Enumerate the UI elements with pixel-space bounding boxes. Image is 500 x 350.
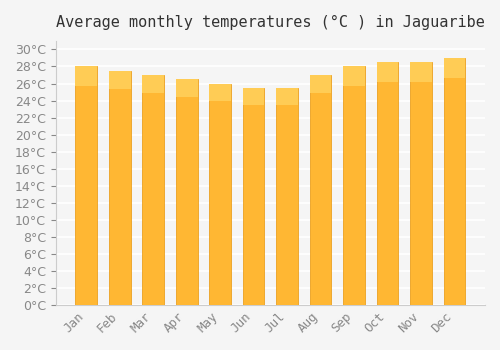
Bar [176,79,198,97]
Title: Average monthly temperatures (°C ) in Jaguaribe: Average monthly temperatures (°C ) in Ja… [56,15,485,30]
Bar [108,71,130,90]
Bar [310,75,332,305]
Bar [444,58,466,305]
Bar [242,88,264,105]
Bar [209,84,231,101]
Bar [310,75,332,93]
Bar [142,75,164,305]
Bar [176,79,198,305]
Bar [410,62,432,82]
Bar [75,66,97,305]
Bar [276,88,298,305]
Bar [376,62,398,305]
Bar [276,88,298,105]
Bar [444,58,466,78]
Bar [108,71,130,305]
Bar [242,88,264,305]
Bar [343,66,365,305]
Bar [376,62,398,82]
Bar [410,62,432,305]
Bar [142,75,164,93]
Bar [343,66,365,85]
Bar [75,66,97,85]
Bar [209,84,231,305]
